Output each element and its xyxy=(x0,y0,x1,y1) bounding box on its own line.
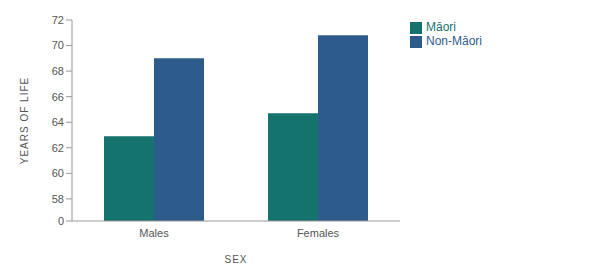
svg-text:SEX: SEX xyxy=(224,254,247,265)
svg-text:62: 62 xyxy=(52,142,64,154)
svg-text:Females: Females xyxy=(297,227,340,239)
svg-text:64: 64 xyxy=(52,116,64,128)
svg-text:68: 68 xyxy=(52,65,64,77)
svg-text:0: 0 xyxy=(58,215,64,227)
html-text:Non-Māori: Non-Māori xyxy=(426,34,482,48)
svg-text:60: 60 xyxy=(52,167,64,179)
svg-text:58: 58 xyxy=(52,193,64,205)
html-text:Māori: Māori xyxy=(426,20,456,34)
svg-text:66: 66 xyxy=(52,91,64,103)
svg-text:YEARS OF LIFE: YEARS OF LIFE xyxy=(19,77,30,164)
svg-text:70: 70 xyxy=(52,39,64,51)
svg-text:Males: Males xyxy=(139,227,169,239)
svg-text:72: 72 xyxy=(52,14,64,26)
